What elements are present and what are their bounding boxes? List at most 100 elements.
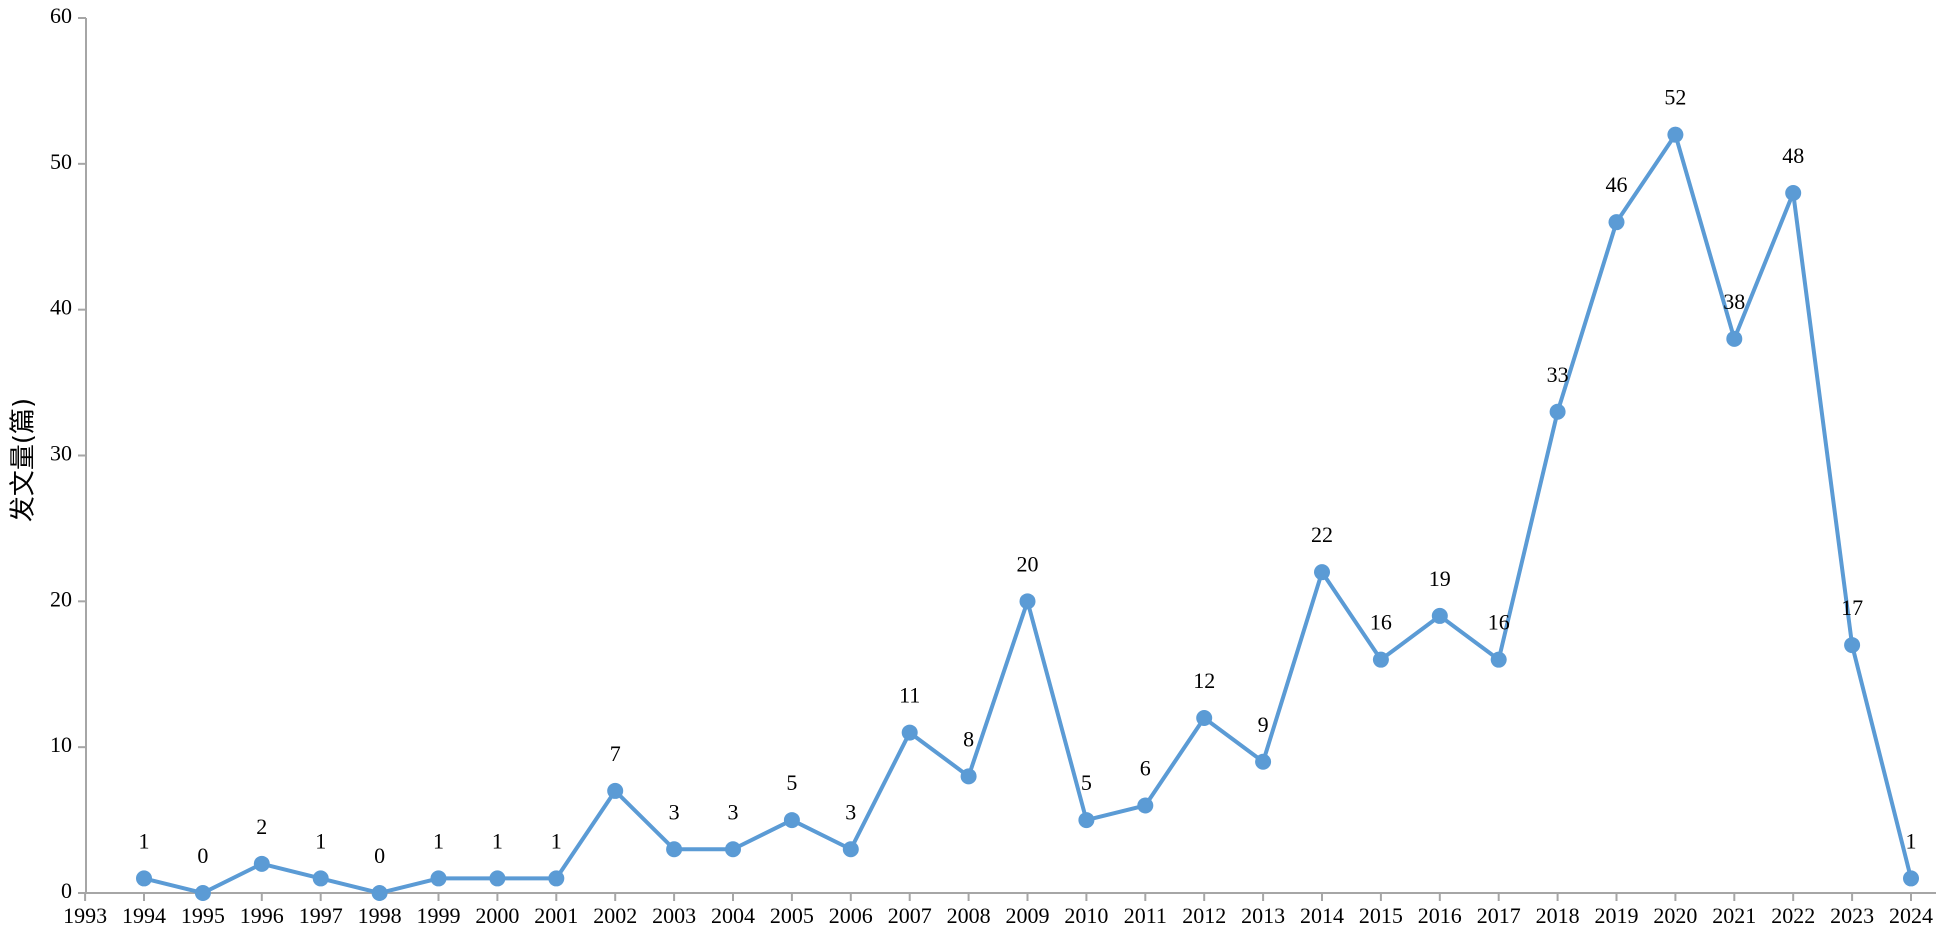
x-tick-label: 1993	[63, 903, 107, 928]
data-point	[136, 870, 152, 887]
data-label: 16	[1370, 610, 1392, 635]
y-tick-label: 60	[50, 3, 72, 28]
data-label: 9	[1258, 712, 1269, 737]
x-tick-label: 1994	[122, 903, 166, 928]
data-point	[842, 841, 859, 858]
data-label: 19	[1429, 566, 1451, 591]
data-point	[1019, 593, 1036, 610]
data-label: 16	[1488, 610, 1510, 635]
x-tick-label: 2001	[534, 903, 578, 928]
data-label: 1	[551, 828, 562, 853]
data-point	[194, 885, 211, 901]
data-point	[1844, 637, 1861, 654]
y-tick-label: 40	[50, 295, 72, 320]
y-axis-title: 发文量(篇)	[9, 398, 39, 522]
x-tick-label: 2005	[770, 903, 814, 928]
x-tick-label: 2018	[1536, 903, 1580, 928]
x-tick-label: 2004	[711, 903, 755, 928]
x-tick-label: 2014	[1300, 903, 1344, 928]
data-point	[548, 870, 565, 887]
data-point	[783, 812, 800, 829]
data-point	[1372, 651, 1389, 668]
data-point	[1255, 753, 1272, 770]
data-point	[901, 724, 918, 741]
x-tick-label: 2023	[1830, 903, 1874, 928]
x-tick-label: 2024	[1889, 903, 1933, 928]
data-label: 5	[786, 770, 797, 795]
data-label: 7	[610, 741, 621, 766]
data-point	[253, 855, 270, 872]
data-label: 0	[197, 843, 208, 868]
data-label: 2	[256, 814, 267, 839]
x-tick-label: 1995	[181, 903, 225, 928]
x-tick-label: 2010	[1064, 903, 1108, 928]
series-line	[143, 132, 1913, 895]
x-tick-label: 1996	[240, 903, 284, 928]
data-label: 1	[139, 828, 150, 853]
data-label: 20	[1017, 551, 1039, 576]
data-point	[607, 782, 624, 799]
data-point	[725, 841, 741, 858]
data-point	[430, 870, 447, 887]
data-point	[1431, 607, 1448, 624]
data-point	[1785, 185, 1802, 201]
x-tick-label: 2008	[947, 903, 991, 928]
y-axis-title-group: 发文量(篇)	[9, 398, 39, 522]
y-tick-label: 10	[50, 732, 72, 757]
y-tick-label: 50	[50, 149, 72, 174]
data-label: 3	[669, 799, 680, 824]
x-tick-label: 2000	[475, 903, 519, 928]
data-point	[1726, 330, 1743, 347]
data-label: 5	[1081, 770, 1092, 795]
x-tick-label: 2009	[1006, 903, 1050, 928]
data-label: 22	[1311, 522, 1333, 547]
x-tick-label: 2019	[1595, 903, 1639, 928]
x-tick-label: 2017	[1477, 903, 1521, 928]
x-tick-label: 2003	[652, 903, 696, 928]
data-label: 6	[1140, 756, 1151, 781]
data-point	[1078, 812, 1095, 829]
x-tick-label: 2013	[1241, 903, 1285, 928]
x-tick-label: 1998	[358, 903, 402, 928]
x-tick-label: 2020	[1653, 903, 1697, 928]
y-tick-label: 20	[50, 586, 72, 611]
data-label: 17	[1841, 595, 1863, 620]
x-tick-label: 1997	[299, 903, 343, 928]
data-point	[489, 870, 506, 887]
x-tick-label: 2016	[1418, 903, 1462, 928]
data-label: 1	[315, 828, 326, 853]
data-point	[1137, 797, 1154, 814]
data-point	[1314, 564, 1330, 581]
data-point	[1490, 651, 1507, 668]
data-label: 46	[1606, 172, 1628, 197]
data-point	[1196, 710, 1213, 726]
data-point	[1903, 870, 1919, 887]
x-tick-label: 2021	[1712, 903, 1756, 928]
data-label: 1	[433, 828, 444, 853]
data-label: 3	[728, 799, 739, 824]
x-tick-label: 2011	[1124, 903, 1167, 928]
x-tick-label: 2022	[1771, 903, 1815, 928]
data-label: 12	[1193, 668, 1215, 693]
x-tick-label: 2006	[829, 903, 873, 928]
x-tick-label: 2002	[593, 903, 637, 928]
data-label: 3	[845, 799, 856, 824]
x-tick-label: 1999	[417, 903, 461, 928]
data-point	[666, 841, 683, 858]
data-point	[960, 768, 977, 785]
data-label: 11	[899, 683, 920, 708]
data-point	[1549, 403, 1566, 420]
x-tick-label: 2015	[1359, 903, 1403, 928]
data-label: 1	[492, 828, 503, 853]
data-label: 0	[374, 843, 385, 868]
y-tick-label: 30	[50, 441, 72, 466]
series-layer	[136, 126, 1919, 901]
x-tick-label: 2012	[1182, 903, 1226, 928]
data-label: 38	[1723, 289, 1745, 314]
data-label: 52	[1664, 85, 1686, 110]
data-point	[1667, 126, 1684, 143]
